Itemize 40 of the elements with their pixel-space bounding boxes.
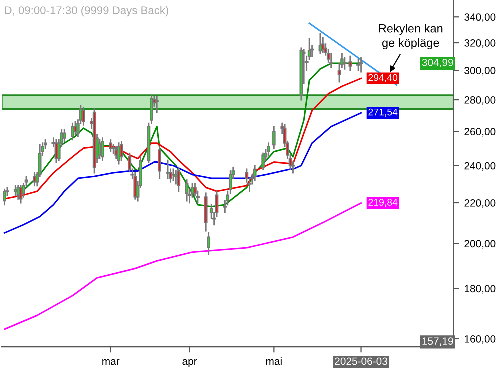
candlestick [114, 146, 118, 160]
candlestick [177, 166, 181, 192]
candlestick [82, 107, 86, 126]
y-tick-label: 160,00 [465, 335, 496, 344]
y-tick-label: 320,00 [464, 40, 496, 48]
candlestick [322, 37, 325, 54]
y-tick-label: 280,00 [464, 96, 496, 106]
y-tick-label: 300,00 [464, 67, 496, 76]
candlestick [134, 172, 138, 200]
candlestick [158, 146, 162, 180]
y-tick-label: 200,00 [464, 240, 496, 249]
x-tick-label: mai [266, 357, 282, 366]
x-tick-label: apr [182, 359, 198, 368]
annotation: 304,99 [422, 58, 454, 68]
annotation: 157,19 [422, 338, 454, 346]
candlestick [71, 122, 74, 141]
y-tick-label: 260,00 [464, 128, 496, 137]
candlestick [109, 139, 113, 153]
data-label: 271,54 [368, 108, 398, 117]
data-label: 294,40 [368, 74, 398, 82]
candlestick [16, 185, 20, 200]
x-tick-label: mar [102, 359, 120, 366]
y-tick-label: 220,00 [464, 200, 496, 208]
candlestick [120, 140, 124, 162]
candlestick [262, 152, 265, 170]
line-series [4, 112, 362, 234]
annotation: Rekylen kan ge köpläge [379, 24, 443, 50]
candlestick [253, 165, 257, 182]
candlestick [185, 180, 189, 202]
y-tick-label: 340,00 [464, 14, 496, 22]
data-label: 219,84 [368, 199, 398, 208]
y-tick-label: 180,00 [465, 285, 496, 294]
line-series [4, 202, 362, 330]
candlestick [3, 188, 6, 206]
x-tick-label: 2025-06-03 [335, 358, 388, 366]
candlestick [207, 232, 210, 256]
candlestick [272, 126, 276, 150]
chart-title: D, 09:00-17:30 (9999 Days Back) [5, 6, 168, 17]
candlestick [101, 138, 104, 162]
y-tick-label: 240,00 [464, 162, 496, 171]
